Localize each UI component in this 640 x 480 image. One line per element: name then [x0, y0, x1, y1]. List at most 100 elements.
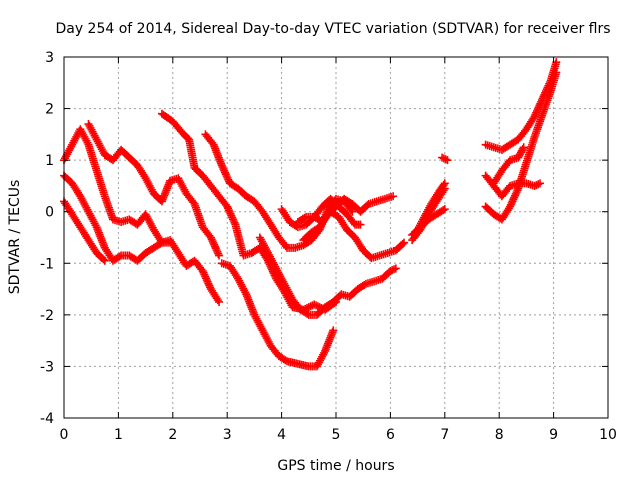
y-tick-label: -3 [40, 359, 54, 375]
data-point-marker [115, 252, 124, 261]
data-point-marker [100, 256, 109, 265]
y-tick-label: -2 [40, 308, 54, 324]
data-point-marker [512, 188, 521, 197]
series-track-g [217, 259, 338, 371]
data-point-marker [348, 207, 357, 216]
data-point-marker [536, 179, 544, 188]
data-point-marker [223, 202, 232, 211]
series-track-h [255, 233, 400, 319]
series-track-i [293, 207, 408, 263]
data-point-marker [390, 265, 399, 274]
data-point-marker [221, 170, 230, 179]
data-point-marker [300, 213, 309, 222]
data-point-marker [530, 181, 539, 190]
data-point-marker [438, 153, 447, 162]
data-point-marker [207, 235, 216, 244]
y-tick-label: 2 [45, 102, 54, 118]
data-point-marker [222, 172, 231, 181]
x-tick-label: 2 [168, 427, 177, 443]
data-point-marker [507, 198, 516, 207]
data-point-marker [201, 272, 210, 281]
data-point-marker [208, 237, 217, 246]
x-tick-label: 0 [60, 427, 69, 443]
data-point-marker [304, 303, 313, 312]
data-point-marker [440, 179, 449, 188]
data-point-marker [230, 218, 239, 227]
data-point-marker [224, 175, 233, 184]
data-point-marker [209, 238, 218, 247]
data-point-marker [204, 279, 213, 288]
data-point-marker [329, 326, 338, 335]
data-point-marker [215, 297, 224, 306]
data-point-marker [511, 189, 520, 198]
y-tick-label: 3 [45, 50, 54, 66]
data-point-marker [228, 213, 237, 222]
data-point-marker [356, 220, 365, 229]
data-point-marker [156, 239, 165, 248]
data-point-marker [212, 246, 221, 255]
data-point-marker [224, 206, 233, 215]
data-point-marker [532, 181, 541, 190]
data-point-marker [509, 195, 518, 204]
data-point-marker [200, 270, 209, 279]
data-point-marker [443, 156, 452, 165]
data-point-marker [166, 238, 175, 247]
data-point-marker [226, 209, 235, 218]
data-point-marker [205, 281, 214, 290]
data-point-marker [510, 191, 519, 200]
data-point-marker [203, 277, 212, 286]
data-point-marker [552, 68, 561, 77]
x-tick-label: 1 [114, 427, 123, 443]
data-point-marker [310, 300, 319, 309]
x-tick-label: 6 [386, 427, 395, 443]
series-track-c [84, 120, 224, 260]
data-point-marker [217, 161, 226, 170]
data-point-marker [228, 215, 237, 224]
data-point-marker [221, 168, 230, 177]
data-point-marker [386, 267, 395, 276]
x-tick-label: 9 [549, 427, 558, 443]
data-point-marker [225, 207, 234, 216]
x-tick-label: 10 [599, 427, 617, 443]
data-point-marker [313, 302, 322, 311]
series-track-b [60, 171, 175, 265]
x-tick-label: 3 [223, 427, 232, 443]
data-point-marker [229, 216, 238, 225]
data-point-marker [213, 296, 222, 305]
data-point-marker [534, 180, 543, 189]
y-tick-label: 0 [45, 205, 54, 221]
data-point-marker [346, 205, 355, 214]
data-point-marker [533, 106, 542, 115]
data-point-marker [508, 197, 517, 206]
data-point-marker [510, 193, 519, 202]
x-tick-label: 5 [332, 427, 341, 443]
x-axis-label: GPS time / hours [277, 458, 394, 474]
data-point-marker [303, 309, 312, 318]
data-point-marker [519, 143, 528, 152]
data-point-marker [199, 268, 208, 277]
data-point-marker [439, 154, 448, 163]
data-point-marker [360, 280, 369, 289]
series-track-f [201, 130, 357, 252]
data-point-marker [530, 112, 539, 121]
data-point-marker [99, 255, 108, 264]
data-point-marker [206, 233, 215, 242]
data-point-marker [531, 110, 540, 119]
data-point-marker [506, 200, 515, 209]
data-point-marker [532, 108, 541, 117]
data-point-marker [223, 173, 232, 182]
data-layer [60, 58, 561, 371]
series-track-m [410, 179, 449, 239]
data-point-marker [219, 164, 228, 173]
series-track-o [438, 153, 452, 165]
y-axis-label: SDTVAR / TECUs [7, 180, 23, 295]
data-point-marker [391, 264, 400, 273]
x-tick-label: 8 [495, 427, 504, 443]
data-point-marker [218, 163, 227, 172]
y-tick-label: 1 [45, 153, 54, 169]
data-point-marker [210, 240, 219, 249]
data-point-marker [220, 166, 229, 175]
